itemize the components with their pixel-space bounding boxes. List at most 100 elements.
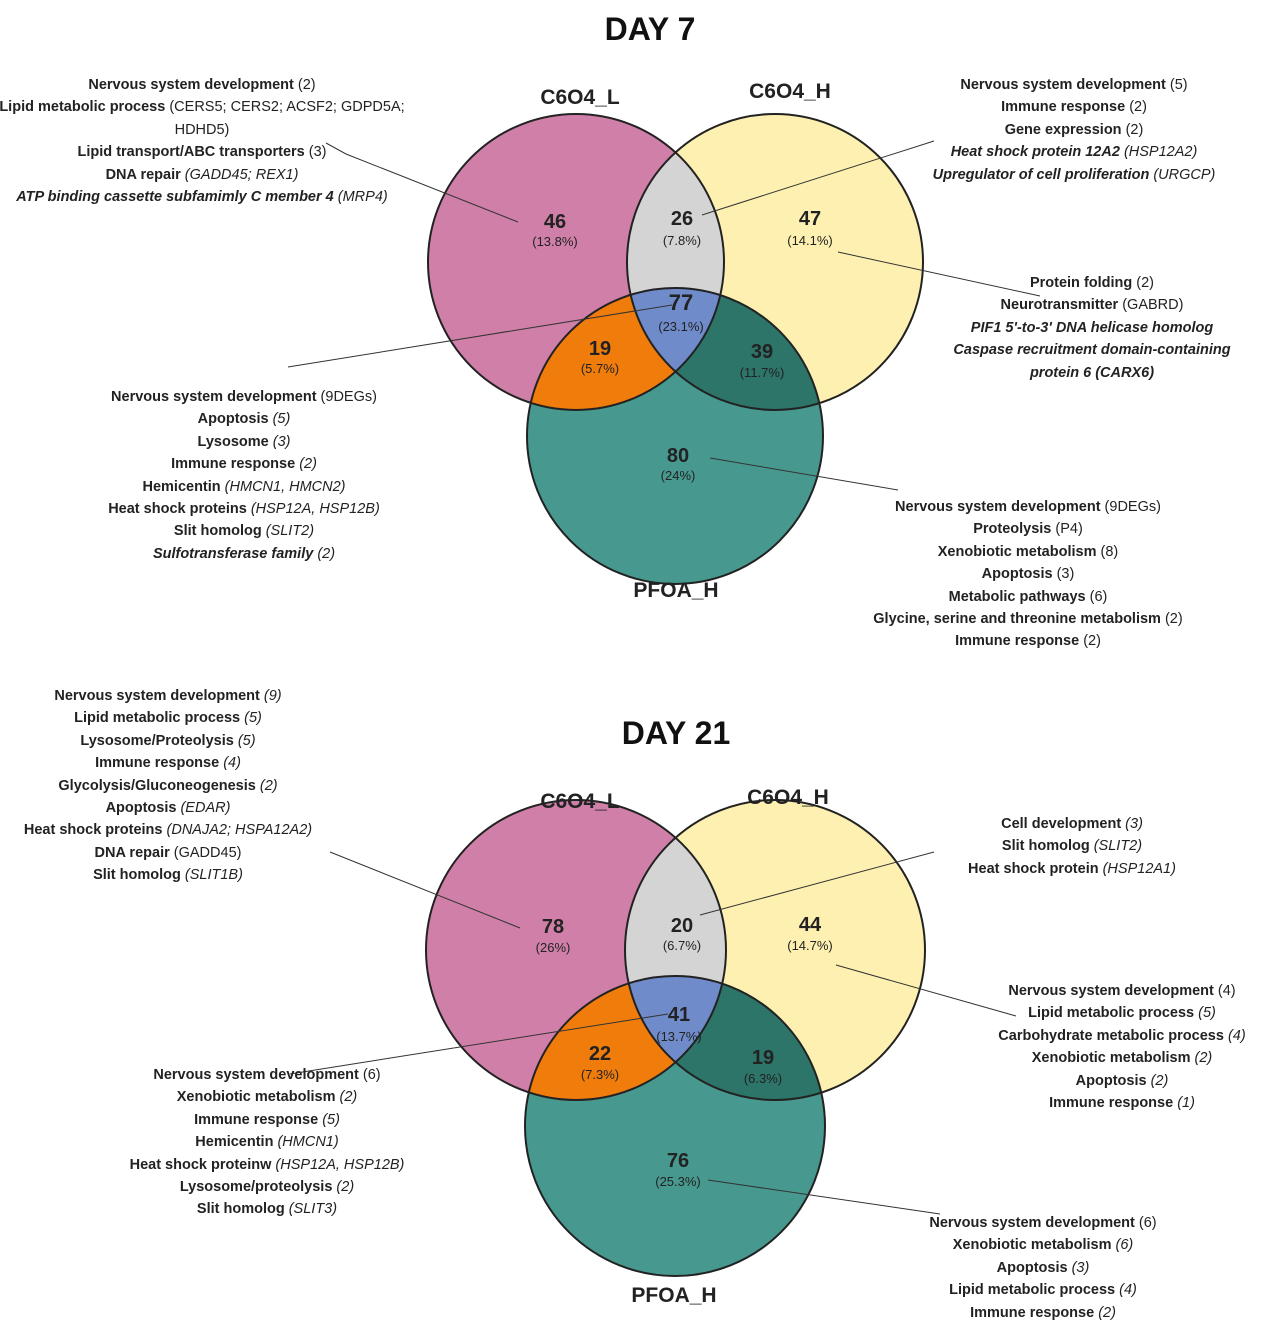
annotation-line: Xenobiotic metabolism (2) (976, 1047, 1268, 1069)
annotation-term: Xenobiotic metabolism (937, 543, 1097, 560)
annotation-detail: (6) (1134, 1215, 1157, 1231)
annotation-detail: (HSP12A, HSP12B) (246, 501, 380, 518)
day7-count-l-p: 19 (589, 338, 611, 360)
annotation-term: Lysosome (197, 433, 269, 450)
day21-annotation-top-right: Cell development (3) Slit homolog (SLIT2)… (930, 813, 1214, 880)
annotation-detail: (4) (1213, 983, 1236, 999)
day7-count-only-l: 46 (544, 211, 566, 233)
annotation-detail: (EDAR) (176, 800, 231, 817)
annotation-term: DNA repair (105, 166, 181, 183)
annotation-line: Slit homolog (SLIT3) (110, 1198, 424, 1220)
annotation-term: Apoptosis (197, 411, 269, 428)
annotation-detail: (URGCP) (1149, 166, 1216, 183)
annotation-term: Caspase recruitment domain-containing (953, 342, 1231, 359)
annotation-term: Glycolysis/Gluconeogenesis (58, 777, 256, 794)
annotation-term: Apoptosis (105, 800, 177, 817)
annotation-line: Hemicentin (HMCN1) (110, 1131, 424, 1153)
annotation-detail: (3) (1121, 816, 1143, 832)
day21-count-all: 41 (668, 1004, 690, 1026)
day7-region-h-p (627, 288, 823, 410)
annotation-line: Heat shock proteinw (HSP12A, HSP12B) (110, 1154, 424, 1176)
day7-count-h-p: 39 (751, 341, 773, 363)
annotation-line: Caspase recruitment domain-containing (926, 339, 1258, 361)
annotation-term: Heat shock protein 12A2 (950, 144, 1120, 161)
annotation-line: Immune response (2) (908, 96, 1240, 118)
annotation-line: PIF1 5'-to-3' DNA helicase homolog (926, 317, 1258, 339)
annotation-detail: (HSP12A2) (1119, 144, 1198, 161)
annotation-term: Slit homolog (1001, 838, 1090, 855)
annotation-line: Lipid metabolic process (4) (900, 1279, 1186, 1301)
annotation-line: Nervous system development (6) (900, 1212, 1186, 1234)
annotation-line: Immune response (4) (0, 752, 336, 774)
annotation-line: Immune response (1) (976, 1092, 1268, 1114)
annotation-detail: (2) (295, 456, 317, 473)
annotation-detail: (5) (318, 1111, 340, 1128)
annotation-line: Lysosome/proteolysis (2) (110, 1176, 424, 1198)
annotation-line: Cell development (3) (930, 813, 1214, 835)
annotation-line: Glycine, serine and threonine metabolism… (840, 608, 1216, 630)
day7-count-only-p: 80 (667, 445, 689, 467)
annotation-term: Heat shock proteins (108, 501, 247, 518)
annotation-term: PIF1 5'-to-3' DNA helicase homolog (970, 319, 1214, 336)
day21-pct-only-h: (14.7%) (787, 938, 833, 953)
annotation-line: Xenobiotic metabolism (6) (900, 1234, 1186, 1256)
annotation-line: Heat shock proteins (DNAJA2; HSPA12A2) (0, 819, 336, 841)
annotation-line: DNA repair (GADD45; REX1) (0, 164, 418, 186)
annotation-detail: (3) (304, 144, 327, 161)
annotation-detail: (SLIT2) (261, 523, 315, 540)
annotation-term: Immune response (1001, 99, 1126, 116)
annotation-line: Nervous system development (9DEGs) (84, 386, 404, 408)
annotation-detail: (2) (293, 77, 316, 93)
annotation-term: Slit homolog (173, 523, 262, 540)
annotation-line: Immune response (2) (840, 630, 1216, 652)
day21-leader-mid-left (289, 1013, 669, 1075)
annotation-term: Slit homolog (93, 867, 181, 884)
day7-pct-l-h: (7.8%) (663, 233, 701, 248)
annotation-line: Nervous system development (4) (976, 980, 1268, 1002)
annotation-detail: (6) (1111, 1237, 1134, 1254)
day7-leader-mid-right (837, 251, 1041, 297)
annotation-line: Slit homolog (SLIT2) (84, 520, 404, 542)
annotation-term: Nervous system development (54, 688, 260, 704)
annotation-line: Lipid metabolic process (5) (976, 1002, 1268, 1024)
annotation-line: Immune response (2) (84, 453, 404, 475)
annotation-term: Lipid metabolic process (949, 1282, 1116, 1299)
annotation-detail: (4) (219, 755, 241, 772)
day7-pct-only-l: (13.8%) (532, 234, 578, 249)
annotation-term: Metabolic pathways (948, 588, 1086, 605)
day21-annotation-top-left: Nervous system development (9) Lipid meta… (0, 685, 336, 887)
day21-leader-lines (289, 851, 1017, 1215)
annotation-detail: (P4) (1051, 521, 1083, 538)
annotation-line: Hemicentin (HMCN1, HMCN2) (84, 476, 404, 498)
annotation-detail: (HMCN1) (273, 1134, 339, 1151)
annotation-term: Immune response (194, 1111, 319, 1128)
day21-pct-only-p: (25.3%) (655, 1174, 701, 1189)
day21-title: DAY 21 (622, 715, 731, 751)
annotation-detail: (2) (1190, 1050, 1213, 1067)
annotation-line: DNA repair (GADD45) (0, 842, 336, 864)
annotation-term: Lipid transport/ABC transporters (77, 144, 305, 161)
annotation-term: Lipid metabolic process (74, 710, 241, 727)
annotation-term: Lipid metabolic process (1028, 1005, 1195, 1022)
annotation-detail: (5) (1165, 77, 1188, 93)
annotation-term: Immune response (95, 755, 220, 772)
annotation-line: Heat shock proteins (HSP12A, HSP12B) (84, 498, 404, 520)
day21-count-l-h: 20 (671, 915, 693, 937)
annotation-term: Lysosome/proteolysis (179, 1179, 333, 1196)
day21-count-only-p: 76 (667, 1150, 689, 1172)
annotation-line: Glycolysis/Gluconeogenesis (2) (0, 775, 336, 797)
annotation-detail: (5) (1194, 1005, 1216, 1022)
day21-pct-only-l: (26%) (536, 940, 571, 955)
annotation-detail: (9DEGs) (1100, 499, 1161, 515)
day21-leader-top-right (699, 851, 935, 916)
annotation-line: Neurotransmitter (GABRD) (926, 294, 1258, 316)
annotation-term: Hemicentin (195, 1134, 274, 1151)
annotation-detail: (2) (1146, 1072, 1169, 1089)
annotation-line: Lipid metabolic process (5) (0, 707, 336, 729)
annotation-line: Lysosome (3) (84, 431, 404, 453)
annotation-detail: (6) (358, 1067, 381, 1083)
annotation-detail: (4) (1115, 1282, 1137, 1299)
annotation-line: Carbohydrate metabolic process (4) (976, 1025, 1268, 1047)
annotation-detail: (HSP12A1) (1098, 860, 1176, 877)
annotation-line: Upregulator of cell proliferation (URGCP… (908, 164, 1240, 186)
